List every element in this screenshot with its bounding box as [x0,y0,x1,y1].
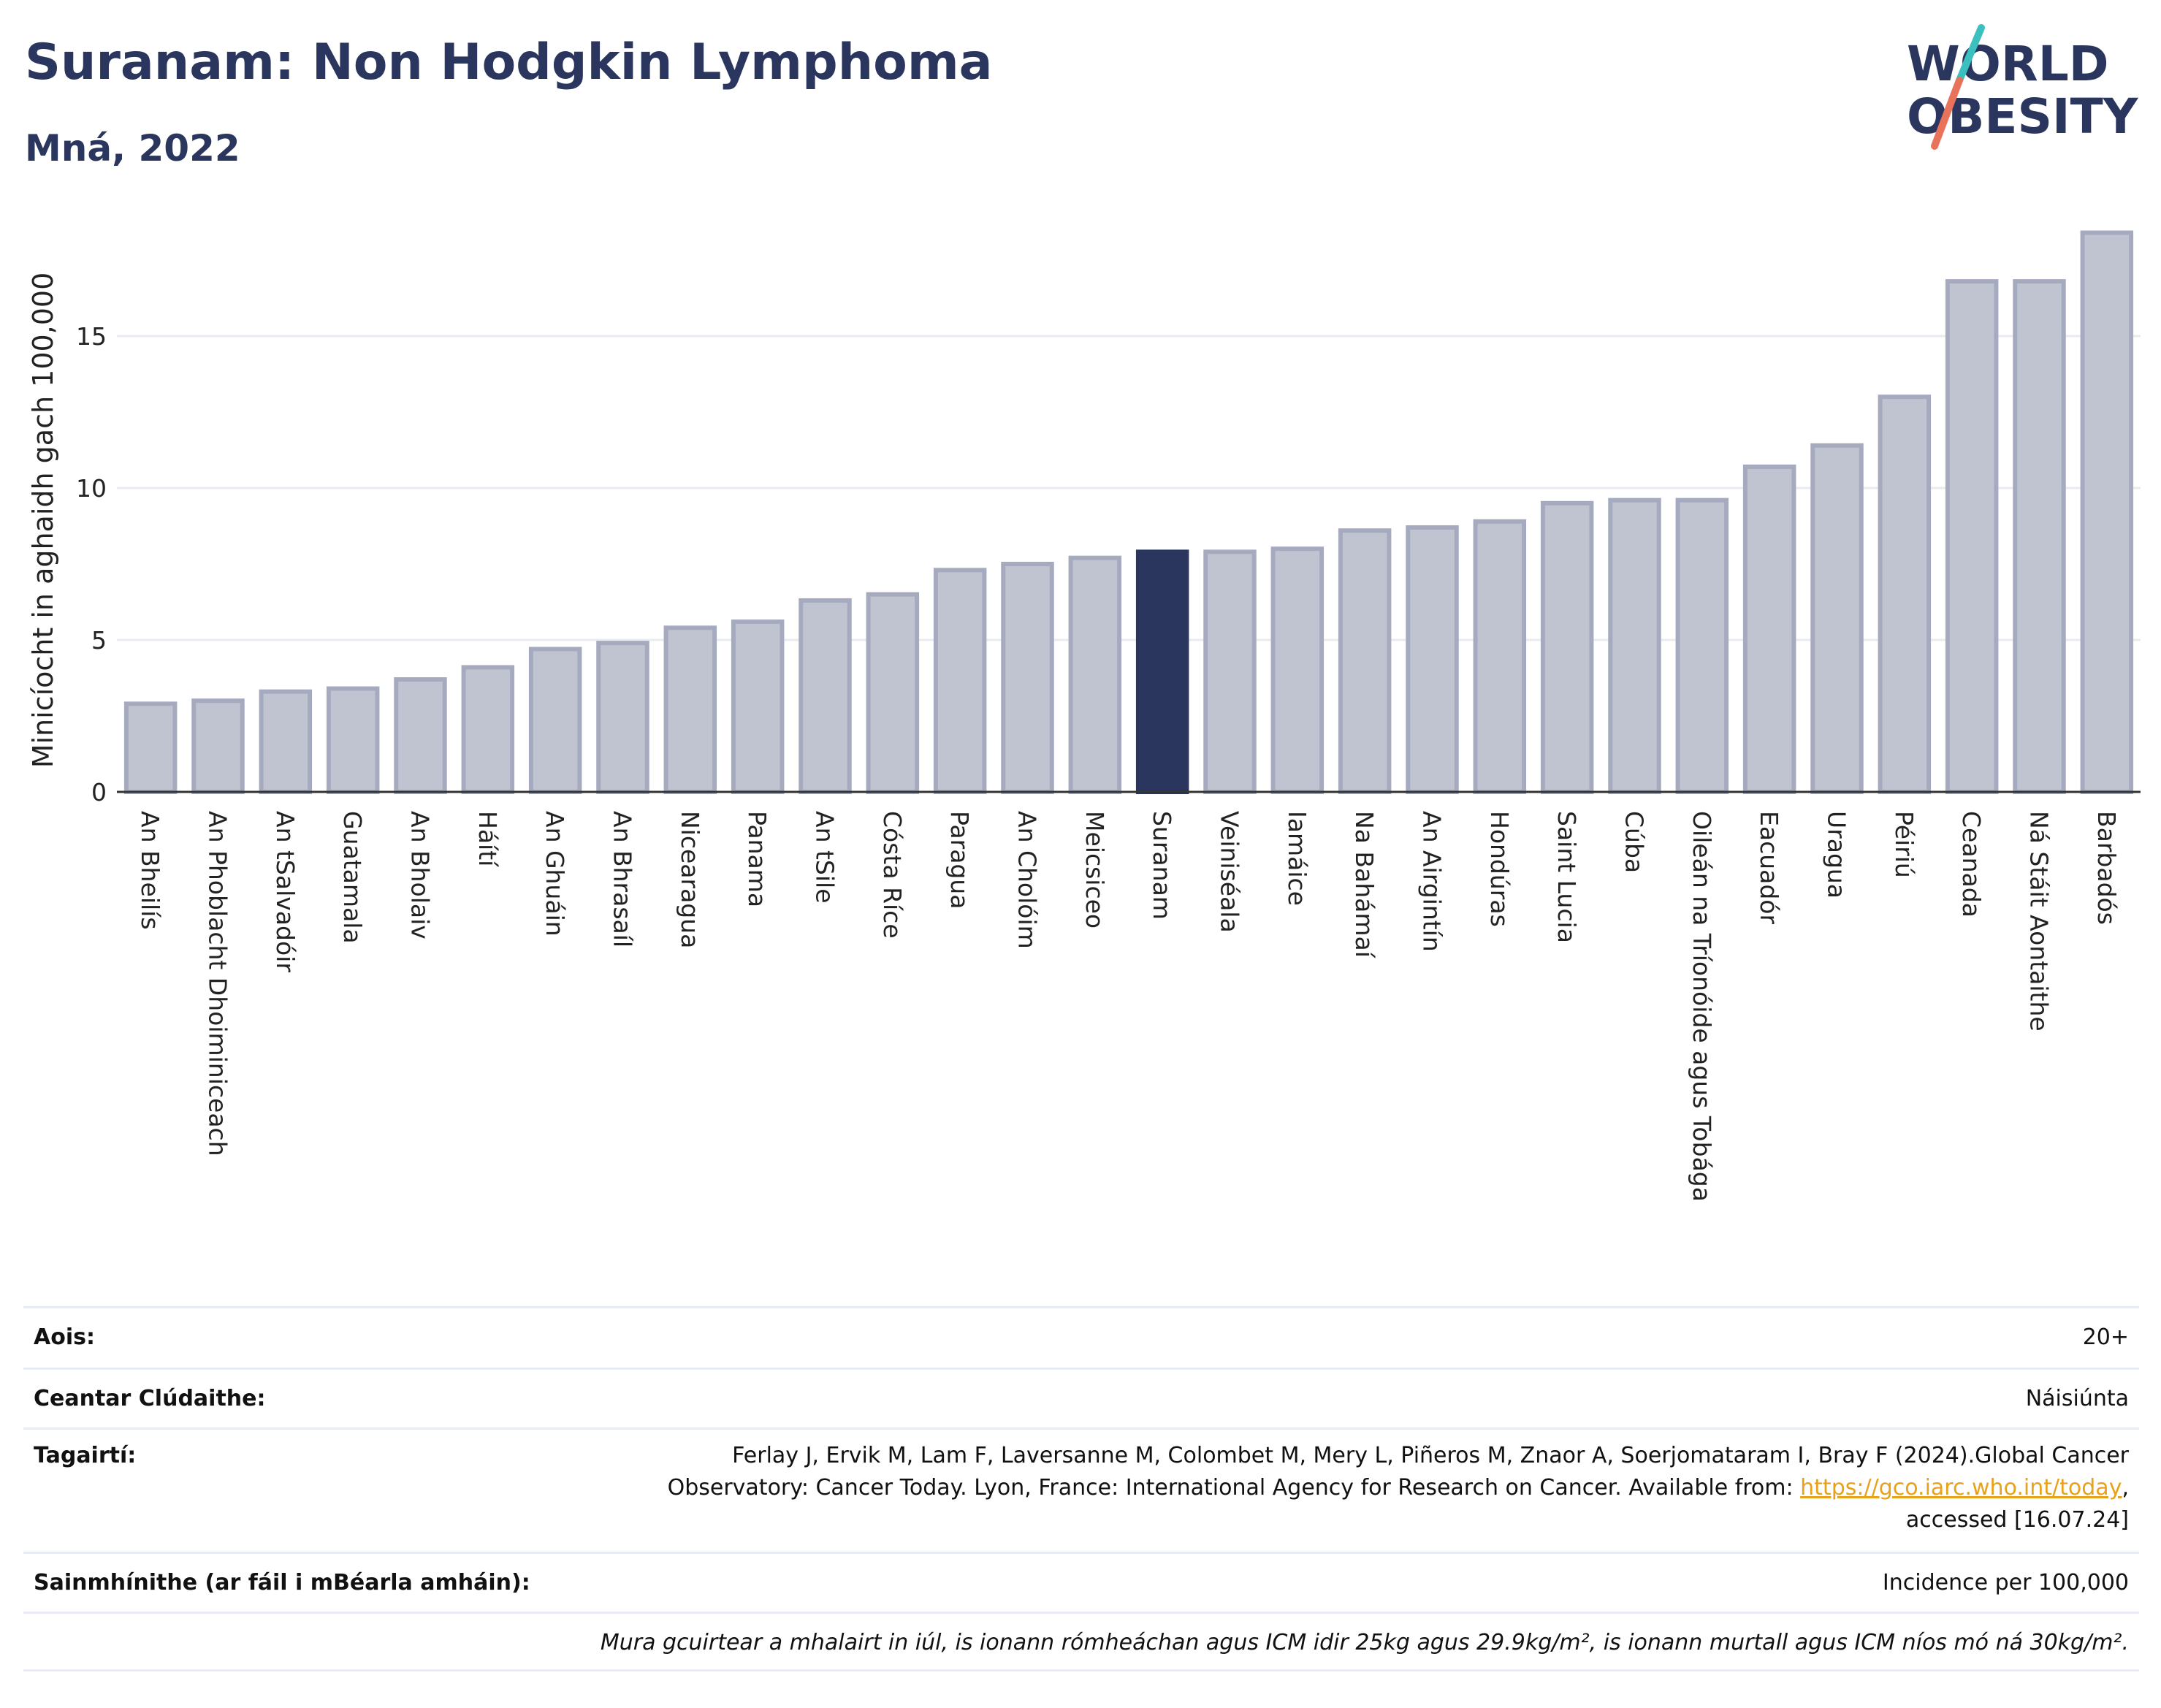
info-table: Aois: 20+ Ceantar Clúdaithe: Náisiúnta T… [23,1306,2139,1671]
bar [1945,279,1999,794]
y-tick-label: 15 [76,322,107,351]
bar [1742,464,1796,794]
bar [2013,279,2066,794]
references-line-2-text: Observatory: Cancer Today. Lyon, France:… [667,1475,1801,1501]
x-tick-label: An tSile [811,811,839,904]
info-row-note: Mura gcuirtear a mhalairt in iúl, is ion… [23,1612,2139,1671]
area-value: Náisiúnta [2025,1386,2129,1411]
info-row-age: Aois: 20+ [23,1306,2139,1368]
x-tick-label: Meicsiceo [1080,811,1109,929]
bar [1068,555,1122,794]
y-tick-label: 10 [76,474,107,503]
definitions-value: Incidence per 100,000 [1882,1570,2129,1595]
bar [933,568,987,794]
x-tick-label: Guatamala [338,811,367,944]
x-tick-label: An Cholóim [1013,811,1042,949]
x-tick-label: Ná Stáit Aontaithe [2025,811,2054,1032]
bar [1878,394,1932,794]
bar [1406,525,1459,795]
references-label: Tagairtí: [34,1443,137,1468]
y-tick-label: 5 [91,626,107,655]
x-tick-label: Barbadós [2092,811,2121,925]
x-tick-label: Suranam [1148,811,1176,920]
x-tick-label: Hondúras [1485,811,1514,927]
bar [1810,443,1864,794]
bar [191,698,245,795]
x-tick-label: An tSalvadóir [271,811,300,972]
x-tick-label: Ceanada [1957,811,1986,918]
logo-word-world: WORLD [1907,36,2109,92]
x-tick-label: An Ghuáin [541,811,569,937]
bar [799,598,852,794]
bar [663,625,717,794]
x-tick-label: An Bheilís [136,811,164,930]
x-tick-label: Uragua [1823,811,1851,899]
references-line-3: accessed [16.07.24] [1905,1507,2129,1533]
x-tick-label: An Airgintín [1418,811,1447,952]
chart-title: Suranam: Non Hodgkin Lymphoma [25,34,993,91]
bar [2080,230,2134,794]
x-tick-label: Eacuadór [1755,811,1783,924]
references-text: Ferlay J, Ervik M, Lam F, Laversanne M, … [668,1440,2129,1536]
bar [259,689,313,794]
bar [528,647,582,794]
info-row-references: Tagairtí: Ferlay J, Ervik M, Lam F, Lave… [23,1427,2139,1552]
x-tick-label: Panama [743,811,771,907]
bar [123,701,178,794]
age-value: 20+ [2082,1324,2129,1350]
footnote: Mura gcuirtear a mhalairt in iúl, is ion… [600,1630,2129,1655]
bar [394,677,447,795]
y-tick-label: 0 [91,778,107,807]
y-axis-title: Minicíocht in aghaidh gach 100,000 [27,272,59,769]
x-tick-label: Paragua [945,811,974,910]
bar [731,619,785,794]
x-tick-label: An Bhrasaíl [609,811,637,948]
info-row-area: Ceantar Clúdaithe: Náisiúnta [23,1368,2139,1427]
bar [1540,500,1594,794]
x-tick-label: Péiriú [1890,811,1918,878]
bar [596,641,649,794]
bar [1135,549,1189,794]
bar [1001,562,1054,794]
bar [1473,519,1527,794]
x-tick-label: Nicearagua [676,811,704,948]
bar-chart: 0 5 10 15 An Bheilís An Phoblacht Dhoiminicea… [27,230,2141,1202]
logo-slash-coral [1931,77,1963,150]
references-line-2: Observatory: Cancer Today. Lyon, France:… [668,1472,2129,1504]
area-label: Ceantar Clúdaithe: [34,1386,266,1411]
x-tick-label: An Bholaiv [406,811,435,939]
info-row-definitions: Sainmhínithe (ar fáil i mBéarla amháin):… [23,1552,2139,1612]
age-label: Aois: [34,1324,95,1350]
x-tick-label: Veiniséala [1216,811,1244,933]
bar [1608,497,1661,794]
logo-slash-teal [1956,24,1985,84]
bar [1675,497,1729,794]
x-tick-label: Cósta Ríce [878,811,907,939]
references-link[interactable]: https://gco.iarc.who.int/today [1800,1475,2122,1501]
bar [1270,546,1325,794]
bar [1338,528,1392,794]
x-tick-label: An Phoblacht Dhoiminiceach [204,811,232,1156]
x-tick-label: Cúba [1620,811,1649,873]
x-tick-label: Oileán na Tríonóide agus Tobága [1688,811,1716,1202]
bar [326,686,380,794]
references-line-1: Ferlay J, Ervik M, Lam F, Laversanne M, … [732,1443,2129,1468]
world-obesity-logo: WORLD OBESITY [1907,24,2139,150]
chart-subtitle: Mná, 2022 [25,127,240,169]
references-line-2-end: , [2122,1475,2129,1501]
x-tick-label: Iamáice [1283,811,1311,906]
bar [461,665,515,794]
x-tick-label: Na Bahámaí [1350,811,1379,959]
x-tick-label: Saint Lucia [1552,811,1581,943]
bar [866,592,920,794]
definitions-label: Sainmhínithe (ar fáil i mBéarla amháin): [34,1570,530,1595]
x-tick-label: Háítí [473,811,502,868]
bar [1203,549,1257,794]
